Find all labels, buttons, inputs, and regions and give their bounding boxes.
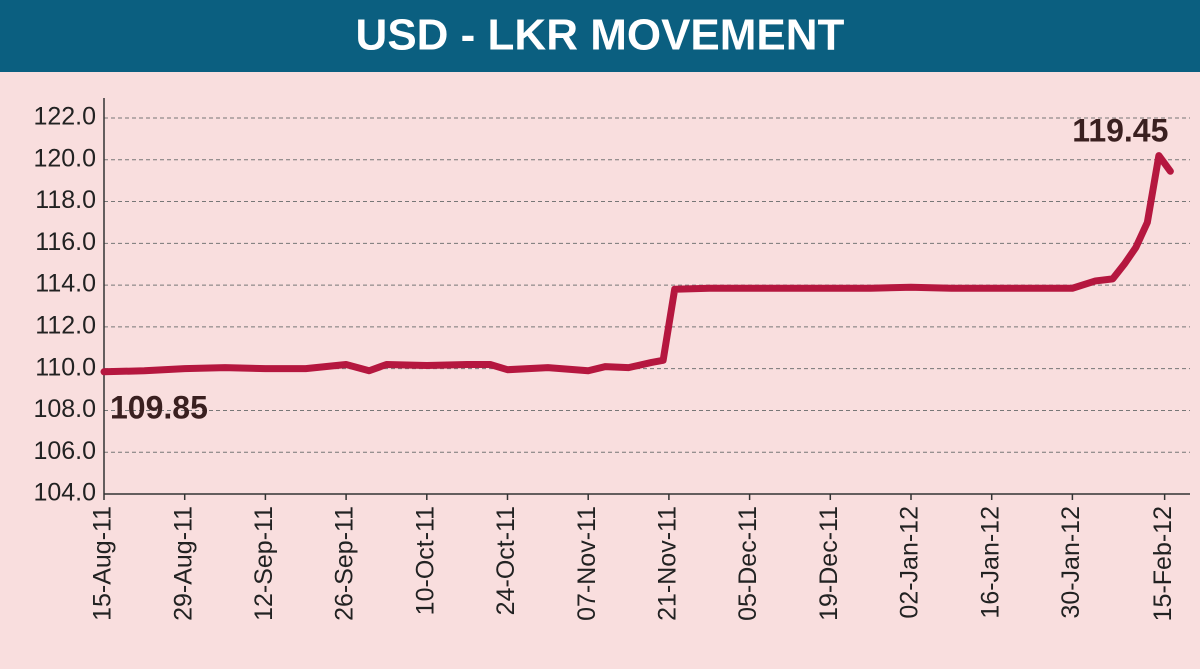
y-tick-label: 110.0 (35, 353, 96, 381)
title-bar (0, 0, 1200, 72)
x-tick-label: 19-Dec-11 (815, 506, 843, 621)
x-tick-label: 15-Aug-11 (89, 506, 117, 621)
x-tick-label: 05-Dec-11 (734, 506, 762, 621)
x-tick-label: 26-Sep-11 (331, 506, 359, 621)
y-tick-label: 106.0 (33, 437, 96, 465)
x-tick-label: 10-Oct-11 (411, 506, 439, 615)
value-label: 119.45 (1072, 113, 1168, 149)
x-tick-label: 30-Jan-12 (1057, 506, 1085, 619)
y-tick-label: 118.0 (35, 186, 96, 214)
x-tick-label: 24-Oct-11 (492, 506, 520, 615)
y-tick-label: 112.0 (35, 311, 96, 339)
y-tick-label: 122.0 (33, 103, 96, 131)
y-tick-label: 120.0 (33, 144, 96, 172)
chart-title: USD - LKR MOVEMENT (356, 11, 845, 60)
y-tick-label: 114.0 (35, 270, 96, 298)
x-tick-label: 16-Jan-12 (976, 506, 1004, 619)
x-tick-label: 12-Sep-11 (250, 506, 278, 621)
x-tick-label: 02-Jan-12 (896, 506, 924, 619)
x-tick-label: 07-Nov-11 (573, 506, 601, 621)
y-tick-label: 108.0 (33, 395, 96, 423)
x-tick-label: 21-Nov-11 (654, 506, 682, 621)
value-label: 109.85 (110, 389, 208, 425)
x-tick-label: 15-Feb-12 (1149, 506, 1177, 621)
y-tick-label: 104.0 (33, 479, 96, 507)
y-tick-label: 116.0 (35, 228, 96, 256)
x-tick-label: 29-Aug-11 (169, 506, 197, 621)
data-line (100, 152, 1174, 376)
